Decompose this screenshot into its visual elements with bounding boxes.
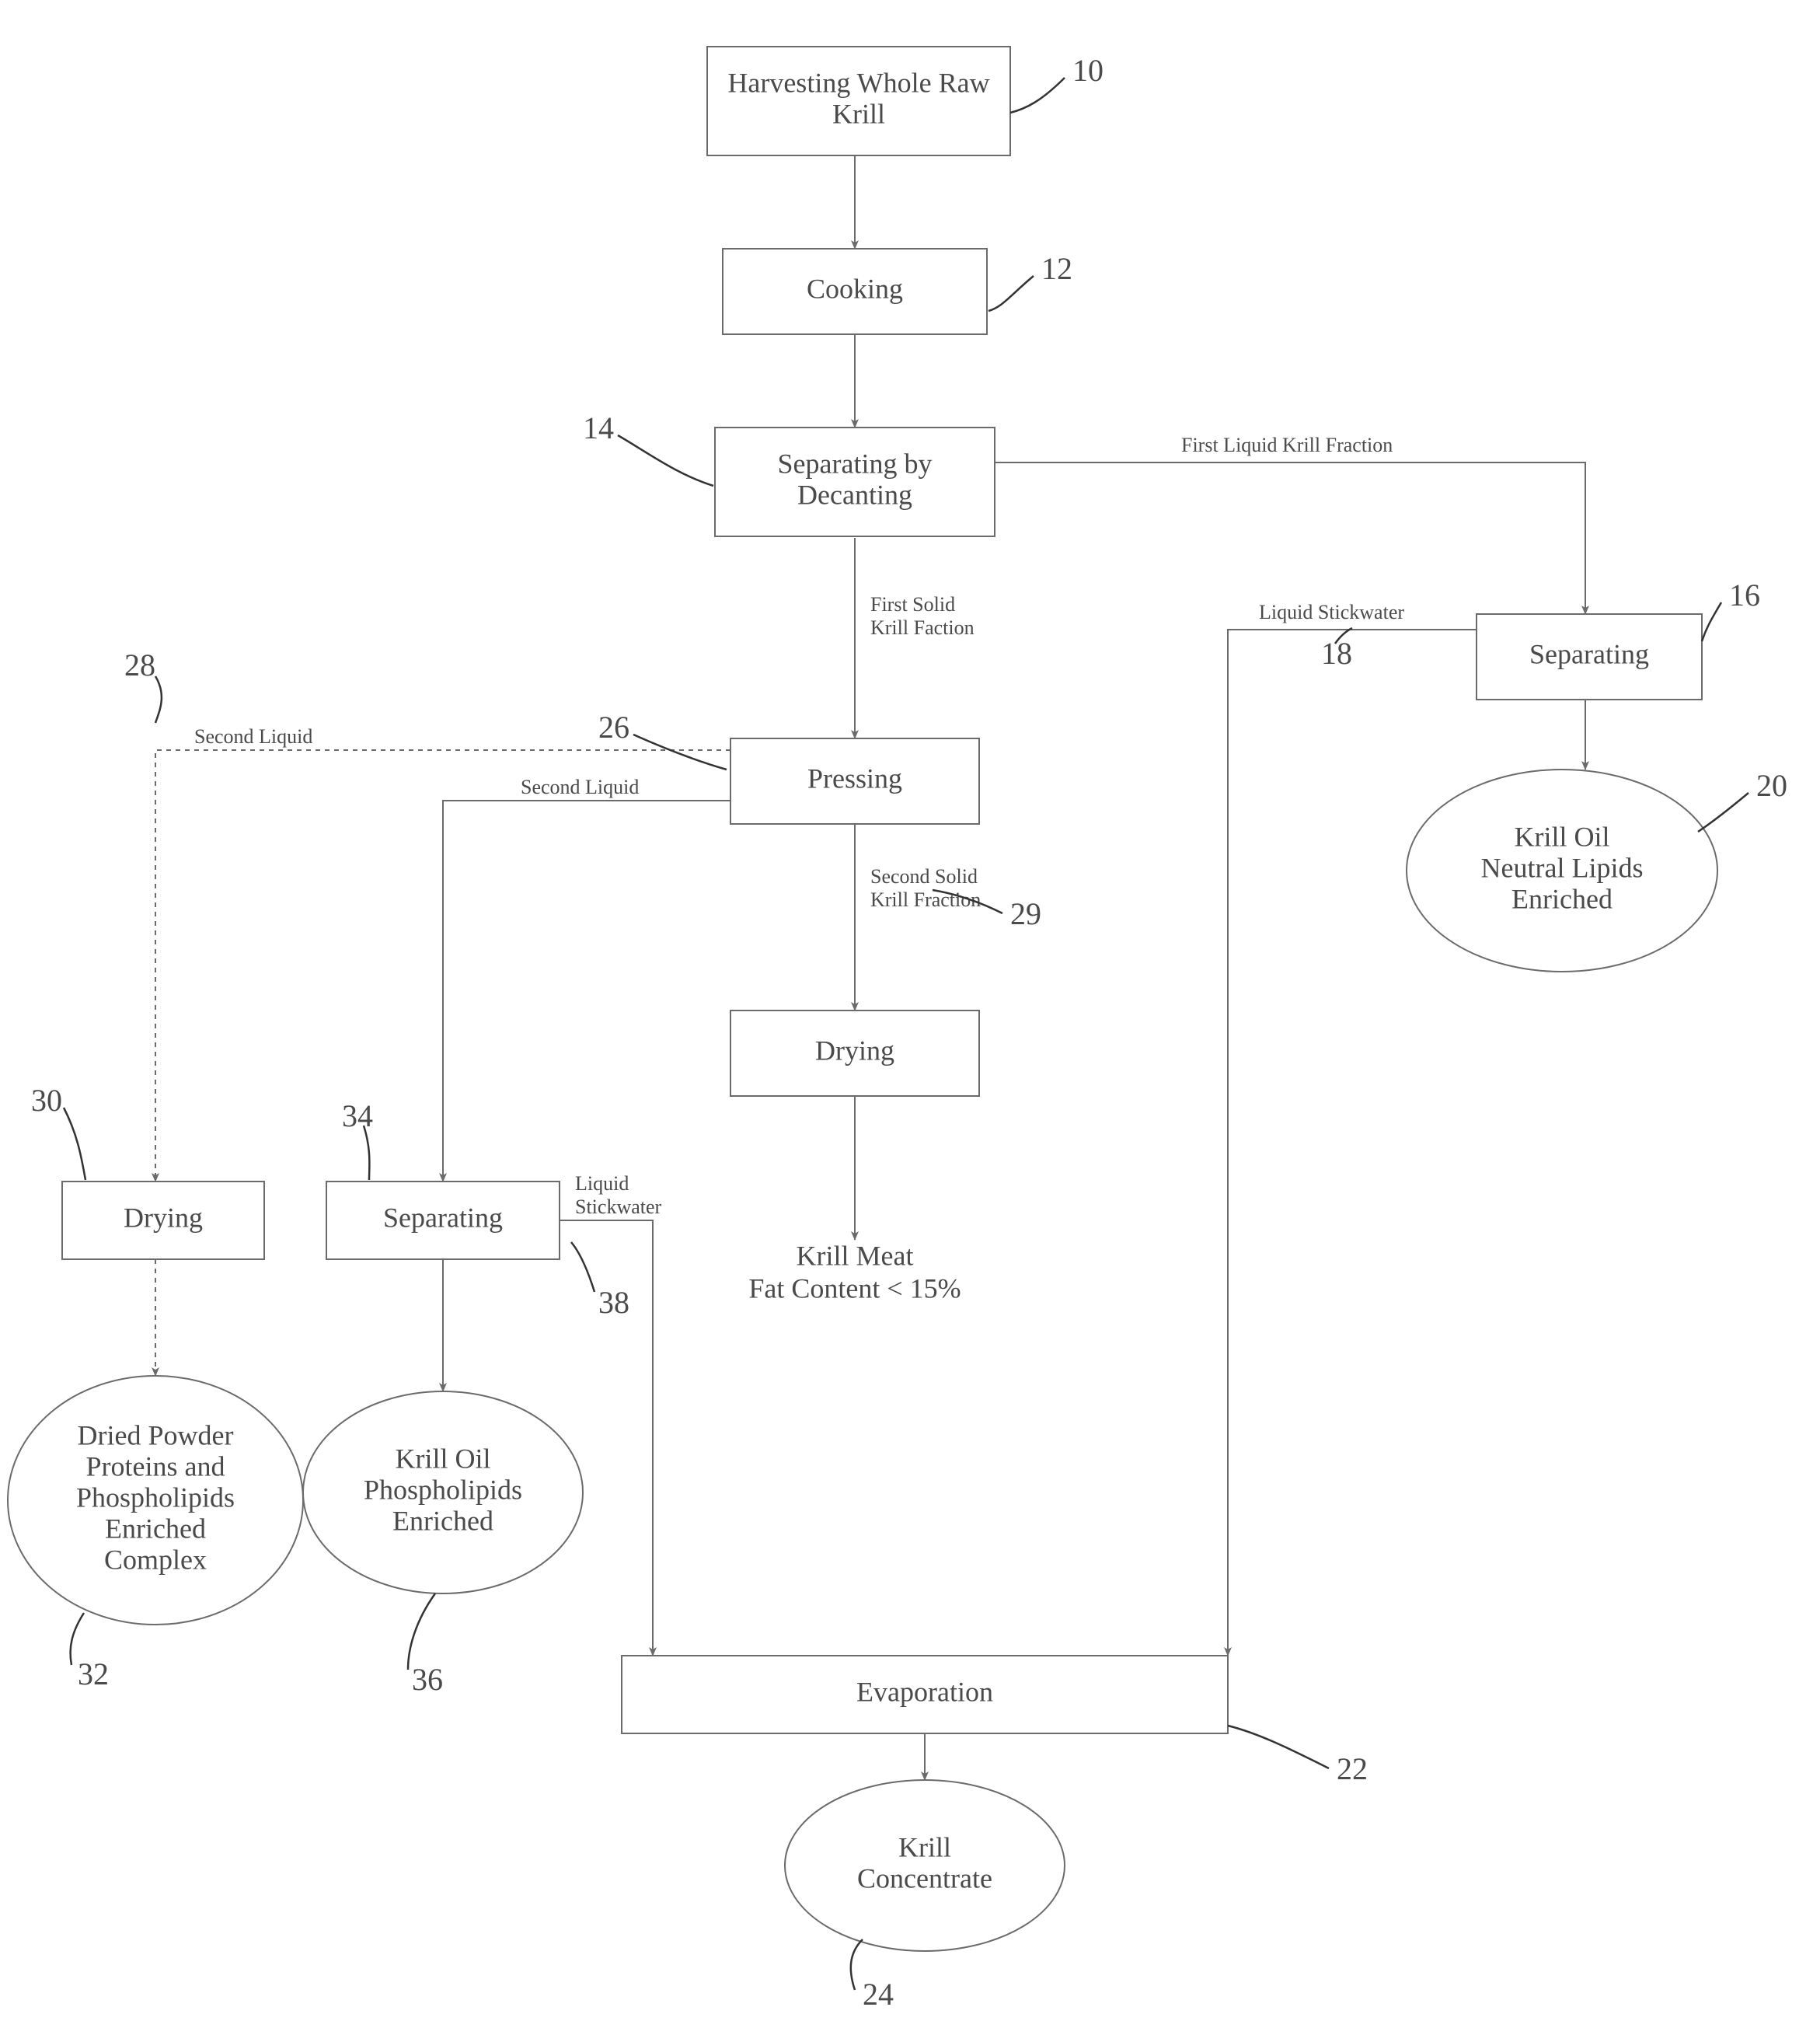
svg-text:Phospholipids: Phospholipids	[76, 1482, 235, 1513]
ref-r12: 12	[1041, 251, 1072, 286]
svg-text:Separating: Separating	[383, 1202, 503, 1233]
ref-r34: 34	[342, 1098, 373, 1133]
ref-r29: 29	[1010, 896, 1041, 931]
svg-text:Proteins and: Proteins and	[86, 1450, 225, 1482]
ref-r10: 10	[1072, 53, 1104, 88]
ref-r26: 26	[598, 710, 629, 745]
leader-r24	[851, 1939, 863, 1990]
svg-text:Dried Powder: Dried Powder	[78, 1419, 234, 1450]
arrow-sep16-evap	[1228, 630, 1477, 1656]
leader-r38	[571, 1242, 594, 1292]
svg-text:Separating: Separating	[1529, 638, 1649, 669]
leader-r26	[633, 735, 727, 770]
ref-r16: 16	[1729, 578, 1760, 613]
ref-r24: 24	[863, 1977, 894, 2012]
svg-text:Concentrate: Concentrate	[857, 1862, 992, 1894]
leader-r16	[1702, 602, 1721, 641]
ref-r14: 14	[583, 410, 614, 445]
leader-r22	[1228, 1726, 1329, 1768]
ref-r28: 28	[124, 647, 155, 682]
svg-text:Enriched: Enriched	[1511, 883, 1613, 914]
svg-text:Enriched: Enriched	[105, 1513, 206, 1544]
svg-text:Krill Oil: Krill Oil	[1515, 821, 1610, 852]
svg-text:Krill Meat: Krill Meat	[797, 1240, 914, 1271]
svg-text:Harvesting Whole Raw: Harvesting Whole Raw	[727, 67, 989, 98]
edge-label-liquidStick38: Liquid	[575, 1172, 629, 1195]
leader-r20	[1698, 793, 1749, 832]
leader-r14	[618, 435, 713, 486]
leader-r36	[408, 1593, 435, 1670]
ref-r18: 18	[1321, 636, 1352, 671]
ref-r32: 32	[78, 1656, 109, 1691]
svg-text:Neutral Lipids: Neutral Lipids	[1481, 852, 1644, 883]
ref-r38: 38	[598, 1285, 629, 1320]
svg-text:Drying: Drying	[815, 1035, 894, 1066]
svg-text:Phospholipids: Phospholipids	[364, 1474, 522, 1505]
edge-label-secondLiq34: Second Liquid	[521, 776, 639, 798]
arrow-decant-sep16	[995, 462, 1585, 614]
leader-r30	[64, 1108, 85, 1180]
svg-text:Enriched: Enriched	[392, 1505, 493, 1536]
svg-text:Krill Oil: Krill Oil	[396, 1443, 491, 1474]
svg-text:Pressing: Pressing	[807, 763, 902, 794]
leader-r12	[988, 276, 1034, 311]
edge-label-secondSolid: Krill Fraction	[870, 888, 981, 911]
ref-r36: 36	[412, 1662, 443, 1697]
arrow-press-sep34	[443, 801, 730, 1182]
edge-label-secondSolid: Second Solid	[870, 865, 978, 888]
ref-r30: 30	[31, 1083, 62, 1118]
svg-text:Drying: Drying	[124, 1202, 203, 1233]
svg-text:Krill: Krill	[832, 98, 885, 129]
svg-text:Decanting: Decanting	[797, 479, 912, 510]
edge-label-firstSolid: Krill Faction	[870, 616, 975, 639]
edge-label-liquidStick38: Stickwater	[575, 1195, 662, 1218]
leader-r34	[364, 1126, 369, 1180]
svg-text:Evaporation: Evaporation	[856, 1676, 993, 1707]
svg-text:Fat Content < 15%: Fat Content < 15%	[748, 1272, 961, 1304]
svg-text:Krill: Krill	[898, 1831, 951, 1862]
edge-label-firstSolid: First Solid	[870, 593, 955, 616]
svg-text:Separating by: Separating by	[778, 448, 933, 479]
svg-text:Cooking: Cooking	[807, 273, 903, 304]
ref-r22: 22	[1337, 1751, 1368, 1786]
leader-r10	[1010, 78, 1065, 113]
ref-r20: 20	[1756, 768, 1787, 803]
edge-label-firstLiquid: First Liquid Krill Fraction	[1181, 434, 1393, 456]
leader-r28	[155, 676, 162, 723]
edge-label-secondLiq28: Second Liquid	[194, 725, 312, 748]
edge-label-liquidStick18: Liquid Stickwater	[1259, 601, 1404, 623]
svg-text:Complex: Complex	[104, 1544, 207, 1575]
